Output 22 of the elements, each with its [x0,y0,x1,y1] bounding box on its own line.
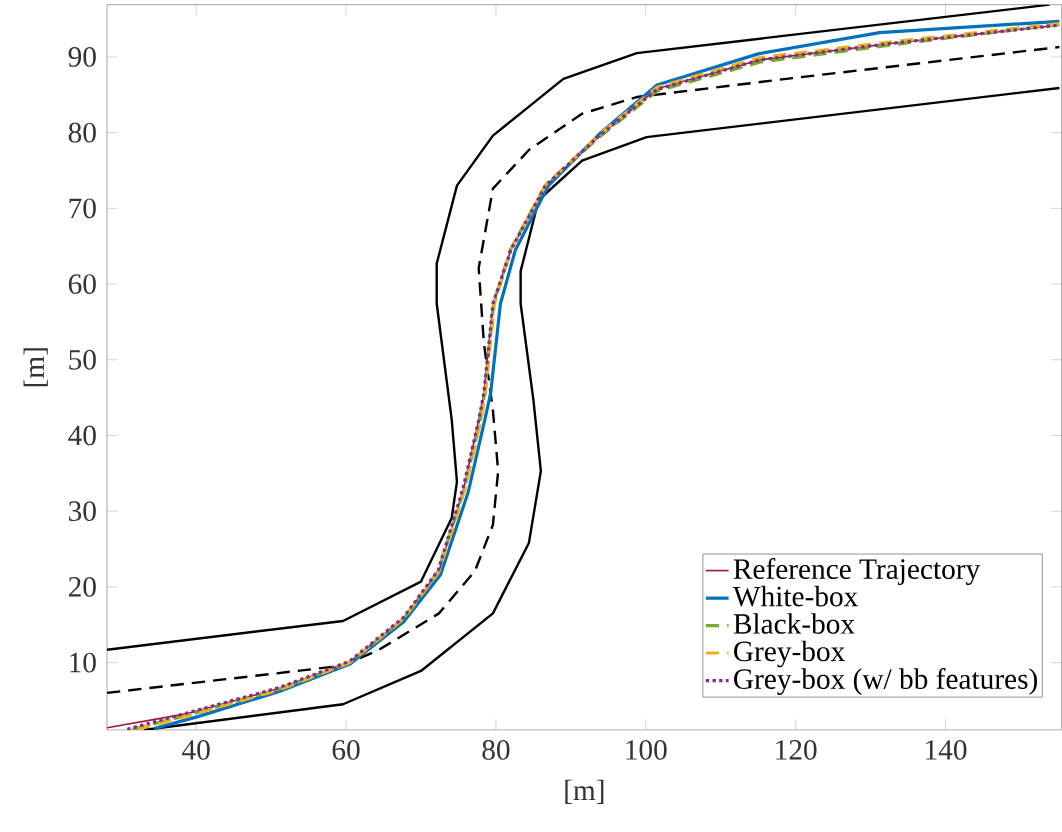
x-tick-label: 100 [626,740,667,760]
legend-label: Reference Trajectory [733,558,981,586]
y-tick-label: 30 [69,501,96,522]
x-tick-label: 40 [182,740,210,760]
y-tick-label: 90 [68,46,96,67]
y-tick-label: 20 [68,577,96,597]
y-tick-label: 60 [68,274,96,294]
x-tick-label: 140 [926,740,967,760]
x-tick-label: 60 [332,740,360,760]
y-tick-label: 40 [68,425,96,446]
legend-label: Grey-box (w/ bb features) [734,668,1038,696]
y-axis-title: [m] [23,348,48,387]
y-tick-label: 70 [69,198,96,219]
x-tick-label: 120 [776,740,817,760]
x-axis-title: [m] [565,779,604,804]
y-tick-label: 80 [68,122,96,143]
legend-label: Grey-box [734,640,845,668]
x-tick-label: 80 [482,740,510,760]
y-tick-label: 10 [70,652,96,673]
y-tick-label: 50 [69,349,96,370]
legend-label: White-box [732,585,858,607]
legend-label: Black-box [733,613,855,634]
